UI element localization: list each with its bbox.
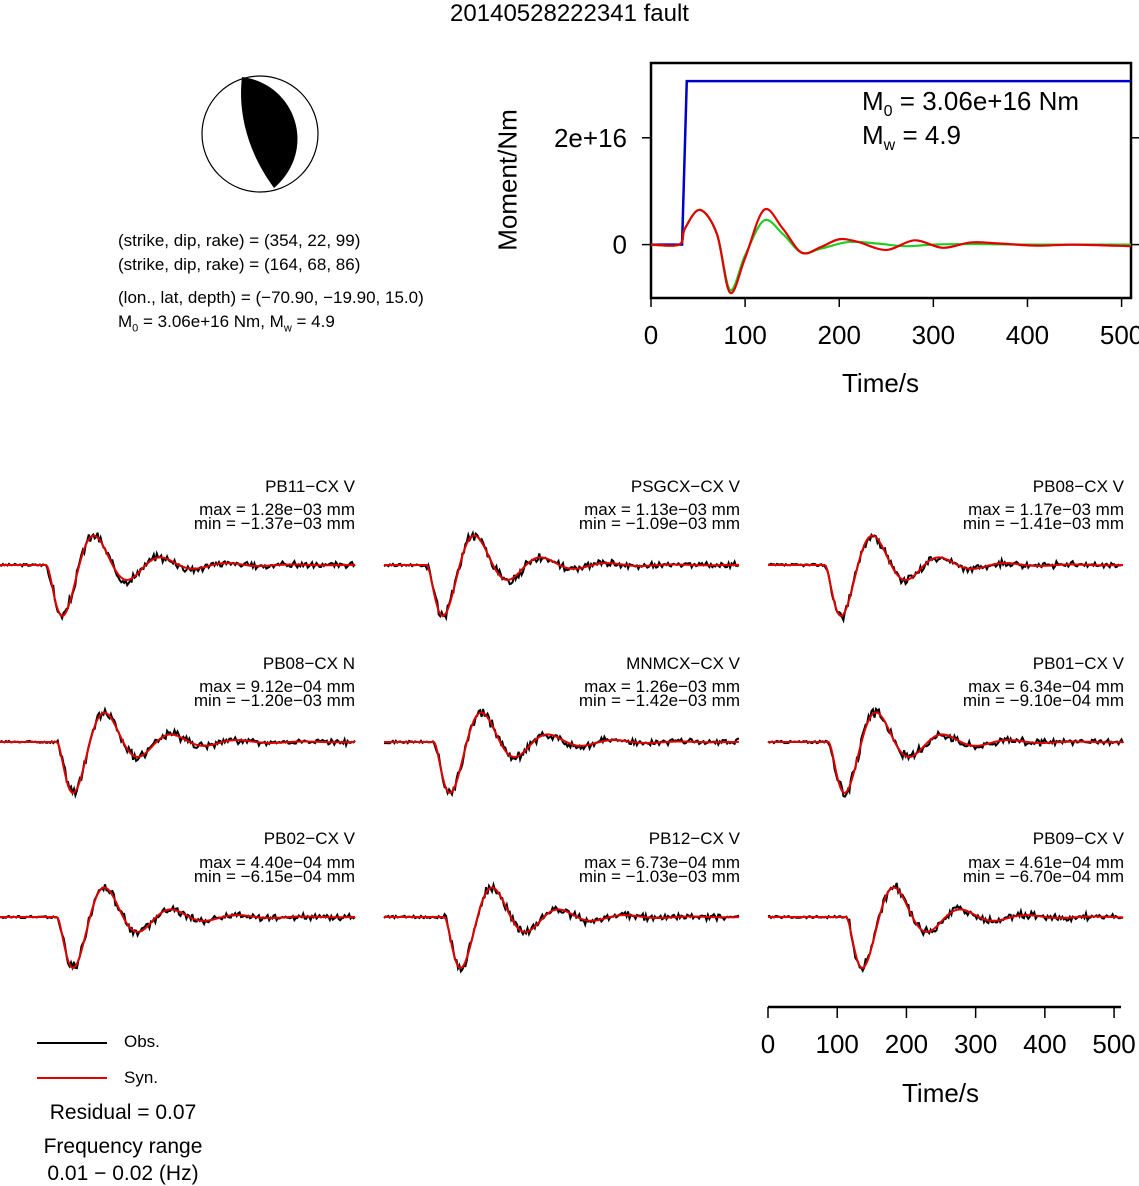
x-tick-label: 100 (816, 1029, 859, 1059)
station-max: max = 9.12e−04 mm (199, 677, 355, 696)
synthetic-trace (768, 886, 1123, 969)
moment-summary: M0 = 3.06e+16 Nm, Mw = 4.9 (118, 312, 335, 335)
synthetic-trace (384, 534, 739, 617)
observed-trace (767, 706, 1124, 798)
station-max: max = 1.28e−03 mm (199, 500, 355, 519)
observed-trace (767, 882, 1124, 973)
station-max: max = 6.34e−04 mm (968, 677, 1124, 696)
nodal-plane-2: (strike, dip, rake) = (164, 68, 86) (118, 255, 361, 274)
station-name: PSGCX−CX V (630, 477, 740, 496)
synthetic-trace (0, 711, 355, 794)
station-min: min = −6.70e−04 mm (962, 867, 1124, 886)
stf-line-red (650, 207, 1132, 294)
station-min: min = −1.37e−03 mm (193, 514, 355, 533)
station-min: min = −1.20e−03 mm (193, 691, 355, 710)
synthetic-trace (384, 886, 739, 969)
station-name: PB02−CX V (263, 829, 355, 848)
station-min: min = −1.41e−03 mm (962, 514, 1124, 533)
legend (37, 1042, 107, 1079)
waveform-time-axis: 0 100 200 300 400 500 (761, 1005, 1136, 1059)
hypocenter-location: (lon., lat, depth) = (−70.90, −19.90, 15… (118, 288, 424, 307)
residual-text: Residual = 0.07 (49, 1101, 197, 1124)
moment-plot-frame (649, 61, 1133, 300)
x-tick-label: 300 (954, 1029, 997, 1059)
waveform-xlabel: Time/s (902, 1078, 980, 1108)
synthetic-trace (0, 534, 355, 617)
m0-label: M0 = 3.06e+16 Nm (862, 86, 1080, 121)
station-name: PB11−CX V (265, 477, 355, 496)
station-name: PB09−CX V (1032, 829, 1124, 848)
x-tick-label: 200 (885, 1029, 928, 1059)
observed-trace (767, 532, 1124, 624)
legend-syn-label: Syn. (124, 1068, 159, 1087)
waveform-panels (0, 529, 1124, 974)
moment-xlabel: Time/s (842, 368, 920, 398)
x-tick-label: 300 (912, 320, 955, 350)
nodal-plane-1: (strike, dip, rake) = (354, 22, 99) (118, 231, 361, 250)
station-name: PB08−CX V (1032, 477, 1124, 496)
station-max: max = 1.17e−03 mm (968, 500, 1124, 519)
beachball-compression-quadrant (241, 77, 298, 188)
synthetic-trace (384, 711, 739, 794)
station-max: max = 1.26e−03 mm (584, 677, 740, 696)
mw-label: Mw = 4.9 (862, 120, 962, 155)
y-tick-label: 0 (613, 230, 627, 260)
observed-trace (0, 532, 356, 622)
x-tick-label: 200 (818, 320, 861, 350)
y-tick-label: 2e+16 (554, 123, 627, 153)
x-tick-label: 0 (761, 1029, 775, 1059)
x-tick-label: 500 (1092, 1029, 1135, 1059)
station-name: MNMCX−CX V (626, 654, 740, 673)
x-tick-label: 400 (1006, 320, 1049, 350)
observed-trace (383, 881, 740, 974)
observed-trace (0, 884, 356, 972)
x-tick-label: 400 (1023, 1029, 1066, 1059)
station-max: max = 1.13e−03 mm (584, 500, 740, 519)
station-min: min = −9.10e−04 mm (962, 691, 1124, 710)
station-min: min = −1.03e−03 mm (578, 867, 740, 886)
legend-obs-label: Obs. (124, 1032, 160, 1051)
figure-title: 20140528222341 fault (450, 0, 689, 27)
observed-trace (0, 706, 356, 799)
station-name: PB08−CX N (262, 654, 355, 673)
x-tick-label: 100 (723, 320, 766, 350)
station-min: min = −1.09e−03 mm (578, 514, 740, 533)
station-min: min = −1.42e−03 mm (578, 691, 740, 710)
synthetic-trace (0, 886, 355, 969)
x-tick-label: 500 (1100, 320, 1139, 350)
beachball (201, 75, 319, 193)
station-name: PB12−CX V (648, 829, 740, 848)
station-max: max = 6.73e−04 mm (584, 853, 740, 872)
station-max: max = 4.61e−04 mm (968, 853, 1124, 872)
synthetic-trace (768, 711, 1123, 794)
cumulative-moment-line (651, 79, 1131, 246)
frequency-range-title: Frequency range (43, 1135, 203, 1158)
frequency-range-value: 0.01 − 0.02 (Hz) (47, 1162, 199, 1185)
station-name: PB01−CX V (1032, 654, 1124, 673)
synthetic-trace (768, 534, 1123, 617)
x-tick-label: 0 (644, 320, 658, 350)
station-max: max = 4.40e−04 mm (199, 853, 355, 872)
station-min: min = −6.15e−04 mm (193, 867, 355, 886)
moment-plot: 0 100 200 300 400 500 0 2e+16 (554, 61, 1139, 350)
